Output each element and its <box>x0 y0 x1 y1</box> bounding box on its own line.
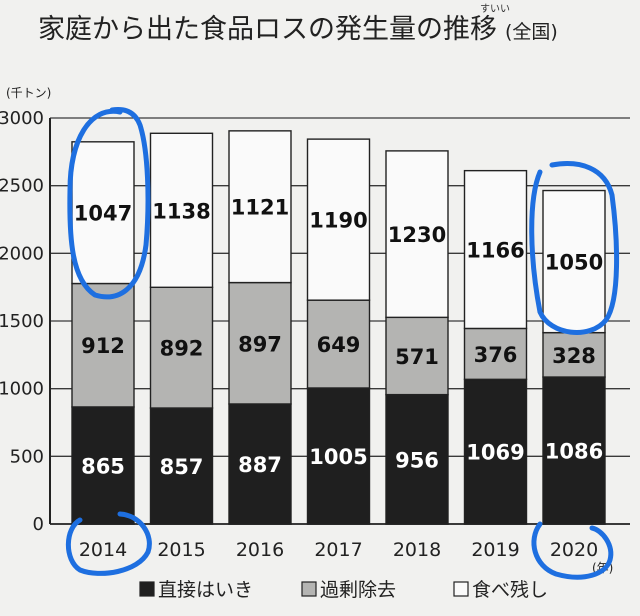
bar-segment <box>542 376 606 525</box>
bar-segment <box>228 130 292 284</box>
data-label: 571 <box>395 345 439 369</box>
hand-drawn-circle <box>65 511 152 576</box>
hand-drawn-circle <box>529 161 620 335</box>
y-tick-label: 3000 <box>0 108 44 129</box>
data-label: 1121 <box>231 196 289 220</box>
data-label: 887 <box>238 453 282 477</box>
data-label: 1166 <box>466 239 524 263</box>
data-label: 1190 <box>309 209 367 233</box>
x-tick-label: 2020 <box>550 539 598 561</box>
data-label: 857 <box>160 455 204 479</box>
data-label: 376 <box>474 343 518 367</box>
data-label: 1069 <box>466 441 524 465</box>
bar-segment <box>306 299 371 389</box>
y-tick-label: 1500 <box>0 311 44 332</box>
data-label: 649 <box>317 333 361 357</box>
y-tick-label: 2500 <box>0 176 44 197</box>
x-tick-label: 2016 <box>236 539 284 561</box>
bar-segment <box>385 393 449 525</box>
bar-segment <box>463 169 528 330</box>
x-tick-label: 2014 <box>79 539 127 561</box>
data-label: 865 <box>81 454 125 478</box>
bar-segment <box>306 387 371 525</box>
data-label: 1005 <box>309 445 367 469</box>
bar-segment <box>385 316 449 396</box>
x-tick-label: 2018 <box>393 539 441 561</box>
x-tick-label: 2015 <box>157 539 205 561</box>
bar-segment <box>71 282 135 408</box>
y-tick-label: 1000 <box>0 379 44 400</box>
chart-title-suffix: (全国) <box>505 21 558 43</box>
bar-segment <box>306 138 371 301</box>
bars: 865 912 1047 857 892 1138 887 897 1121 1005 649 119… <box>71 130 606 525</box>
x-tick-label: 2019 <box>471 539 519 561</box>
bar-segment <box>228 281 292 405</box>
data-label: 1138 <box>152 199 210 223</box>
legend-label: 過剰除去 <box>320 579 396 601</box>
legend: 直接はいき 過剰除去 食べ残し <box>139 579 548 601</box>
data-label: 1230 <box>388 223 446 247</box>
data-label: 1047 <box>74 202 132 226</box>
bar-segment <box>71 141 135 285</box>
chart-title-main: 家庭から出た食品ロスの発生量の推移 <box>38 14 497 45</box>
hand-drawn-circle <box>531 521 614 580</box>
bar-segment <box>542 331 606 378</box>
x-tick-label: 2017 <box>314 539 362 561</box>
title-furigana: すいい <box>480 3 510 15</box>
x-axis-ticks: 2014 2015 2016 2017 2018 2019 2020 <box>79 539 598 561</box>
data-label: 897 <box>238 332 282 356</box>
bar-segment <box>149 132 214 289</box>
bar-segment <box>149 286 214 409</box>
y-axis-unit: (千トン) <box>6 86 51 100</box>
data-label: 328 <box>552 344 596 368</box>
y-tick-label: 0 <box>33 514 44 535</box>
legend-label: 直接はいき <box>158 579 253 601</box>
legend-swatch <box>139 581 155 597</box>
legend-label: 食べ残し <box>472 579 548 601</box>
bar-segment <box>385 150 449 319</box>
chart-title: 家庭から出た食品ロスの発生量の推移 (全国) <box>38 14 558 45</box>
hand-drawn-circle <box>67 107 151 300</box>
data-label: 956 <box>395 448 439 472</box>
handwritten-annotations <box>65 107 620 580</box>
data-label: 1086 <box>545 440 603 464</box>
legend-swatch <box>301 581 317 597</box>
y-tick-label: 2000 <box>0 243 44 264</box>
legend-swatch <box>453 581 469 597</box>
data-label: 912 <box>81 334 125 358</box>
y-tick-label: 500 <box>10 446 44 467</box>
bar-segment <box>463 378 528 525</box>
y-axis-ticks: 0 500 1000 1500 2000 2500 3000 <box>0 108 44 535</box>
bar-segment <box>228 403 292 525</box>
bar-segment <box>149 407 214 525</box>
data-label: 892 <box>160 337 204 361</box>
bar-segment <box>463 327 528 381</box>
data-label: 1050 <box>545 251 603 275</box>
